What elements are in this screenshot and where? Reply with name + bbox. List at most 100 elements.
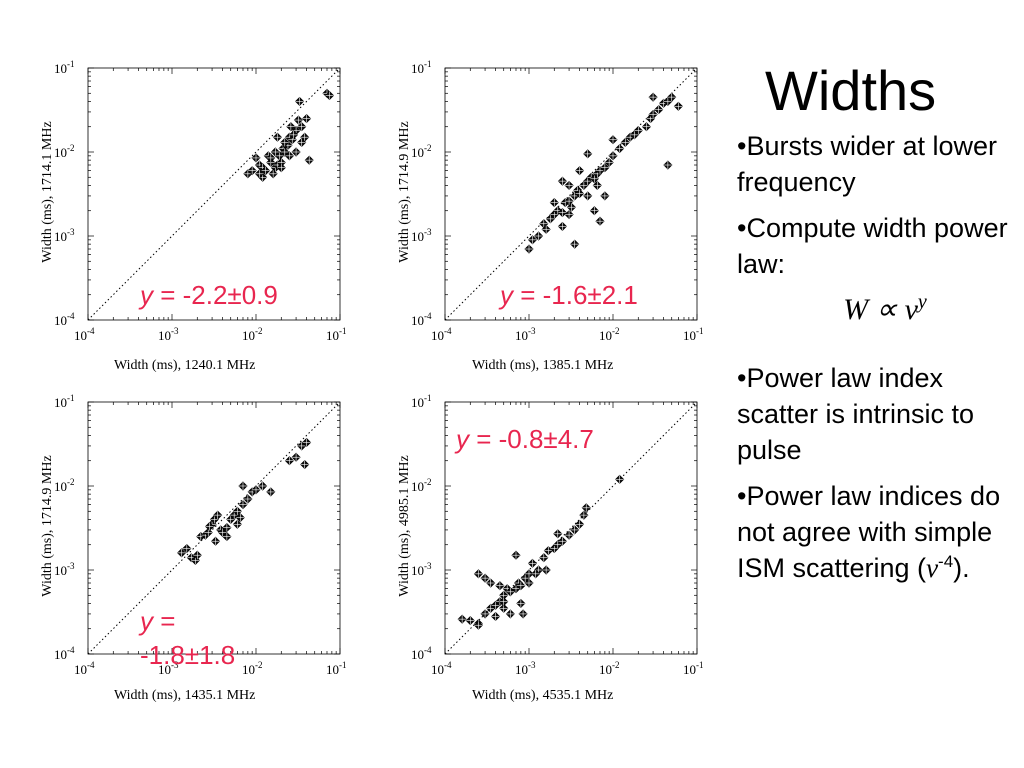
data-point [663, 160, 673, 170]
y-tick-label: 10-1 [411, 393, 432, 410]
data-point [495, 581, 505, 591]
data-point [600, 163, 610, 173]
data-point [673, 101, 683, 111]
data-point [177, 548, 187, 558]
x-tick-label: 10-1 [683, 326, 704, 343]
fit-text-2: = -1.6±2.1 [513, 280, 638, 310]
data-point [286, 122, 296, 132]
data-point [511, 550, 521, 560]
x-tick-label: 10-2 [242, 326, 263, 343]
data-point [589, 206, 599, 216]
data-point [575, 519, 585, 529]
data-point [297, 137, 307, 147]
unity-line [87, 401, 341, 655]
scatter-panel-3: 10-4 10-3 10-2 10-1 10-4 10-3 10-2 10-1 Width (… [0, 384, 360, 768]
data-point [261, 166, 271, 176]
data-point [620, 137, 630, 147]
data-point [505, 609, 515, 619]
x-tick-label: 10-4 [74, 326, 95, 343]
data-point [213, 510, 223, 520]
data-point [592, 180, 602, 190]
data-point [284, 151, 294, 161]
data-point [251, 153, 261, 163]
data-point [204, 521, 215, 532]
data-point [232, 519, 242, 529]
bullet-list: •Bursts wider at lower frequency •Comput… [737, 128, 1019, 596]
data-point [604, 157, 614, 168]
data-point [583, 191, 593, 201]
x-tick-label: 10-3 [515, 326, 536, 343]
data-point [570, 239, 580, 249]
plot-frame [444, 401, 698, 655]
bullet-1: •Bursts wider at lower frequency [737, 131, 998, 197]
data-point [499, 597, 509, 607]
data-point [302, 437, 312, 448]
data-point [541, 224, 551, 234]
data-point [266, 487, 276, 497]
y-tick-label: 10-4 [54, 311, 75, 328]
data-point [222, 532, 232, 542]
fit-label-3: y = -1.8±1.8 [140, 604, 270, 672]
data-point [595, 216, 605, 226]
data-point [667, 92, 677, 102]
data-point [549, 198, 559, 208]
data-point [473, 569, 483, 579]
y-axis-label-4: Width (ms), 4985.1 MHz [397, 455, 412, 597]
scatter-panel-2: 10-4 10-3 10-2 10-1 10-4 10-3 10-2 10-1 Width (… [360, 0, 720, 384]
y-tick-label: 10-3 [411, 227, 432, 244]
data-point [608, 135, 618, 145]
y-tick-label: 10-4 [54, 645, 75, 662]
data-point [235, 513, 245, 523]
data-point [581, 503, 591, 513]
data-point [457, 614, 467, 624]
data-point [564, 530, 574, 540]
data-point [254, 169, 265, 179]
data-point [247, 166, 257, 176]
data-point [258, 481, 268, 491]
fit-label-1: y = -2.2±0.9 [140, 278, 278, 312]
data-point [243, 494, 253, 504]
data-point [527, 558, 538, 568]
data-point [480, 573, 490, 583]
x-axis-label-1: Width (ms), 1240.1 MHz [114, 358, 256, 373]
data-point [266, 153, 276, 163]
y-tick-label: 10-1 [54, 393, 75, 410]
data-point [465, 616, 475, 626]
y-tick-label: 10-3 [411, 561, 432, 578]
data-point [210, 536, 221, 546]
plot-frame [87, 401, 341, 655]
data-point [302, 114, 312, 124]
data-point [570, 525, 580, 535]
scatter-plot-3: 10-4 10-3 10-2 10-110-410-310-210-1 [54, 393, 347, 677]
data-point [203, 527, 213, 538]
y-tick-label: 10-3 [54, 561, 75, 578]
data-point [524, 578, 534, 588]
data-point [324, 90, 335, 101]
data-point [527, 235, 538, 245]
scatter-plot-1: 10-4 10-3 10-2 10-1 10-4 10-3 10-2 10-1 [54, 59, 347, 343]
x-tick-label: 10-1 [326, 660, 347, 677]
plot-frame [444, 67, 698, 321]
unity-line [444, 401, 698, 655]
fit-text-3: = -1.8±1.8 [140, 606, 236, 670]
data-point [539, 553, 549, 563]
y-tick-label: 10-1 [54, 59, 75, 76]
data-point [583, 149, 593, 159]
y-tick-label: 10-1 [411, 59, 432, 76]
x-tick-label: 10-4 [74, 660, 95, 677]
nu-exponent: -4 [938, 552, 954, 571]
data-point [294, 96, 305, 106]
data-point [524, 244, 534, 254]
data-point [291, 452, 301, 462]
x-axis-label-4: Width (ms), 4535.1 MHz [472, 688, 614, 703]
y-tick-label: 10-2 [54, 477, 75, 494]
data-point [516, 598, 526, 608]
y-axis-label-3: Width (ms), 1714.9 MHz [40, 455, 55, 597]
data-point [553, 529, 563, 539]
slide-title: Widths [765, 59, 937, 122]
fit-label-4: y = -0.8±4.7 [456, 422, 596, 456]
data-point [486, 578, 496, 588]
formula-exponent: y [917, 291, 927, 313]
x-tick-label: 10-1 [683, 660, 704, 677]
x-axis-label-3: Width (ms), 1435.1 MHz [114, 688, 256, 703]
